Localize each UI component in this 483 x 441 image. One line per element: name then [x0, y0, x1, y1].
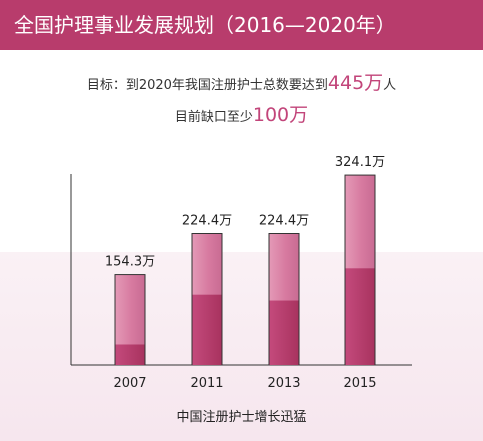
data-label-2015: 324.1万 — [335, 155, 385, 170]
header-title: 全国护理事业发展规划（2016—2020年） — [0, 0, 483, 50]
target-suffix: 人 — [383, 78, 397, 93]
bar-segment-2007 — [115, 344, 145, 365]
gap-line: 目前缺口至少100万 — [0, 100, 483, 127]
target-value: 445万 — [327, 72, 384, 94]
chart-caption: 中国注册护士增长迅猛 — [176, 410, 307, 425]
background-band — [0, 252, 483, 441]
target-line: 目标：到2020年我国注册护士总数要达到445万人 — [0, 68, 483, 95]
x-tick-label-2007: 2007 — [113, 376, 146, 391]
target-prefix: 目标：到2020年我国注册护士总数要达到 — [86, 78, 328, 93]
gap-value: 100万 — [252, 104, 309, 126]
bar-segment-2013 — [269, 300, 299, 365]
bar-segment-2011 — [192, 294, 222, 365]
x-tick-label-2015: 2015 — [343, 376, 376, 391]
data-label-2011: 224.4万 — [182, 214, 232, 229]
gap-prefix: 目前缺口至少 — [174, 110, 253, 125]
bar-segment-2015 — [345, 268, 375, 365]
data-label-2007: 154.3万 — [105, 255, 155, 270]
x-tick-label-2011: 2011 — [190, 376, 223, 391]
x-tick-label-2013: 2013 — [267, 376, 300, 391]
data-label-2013: 224.4万 — [259, 214, 309, 229]
